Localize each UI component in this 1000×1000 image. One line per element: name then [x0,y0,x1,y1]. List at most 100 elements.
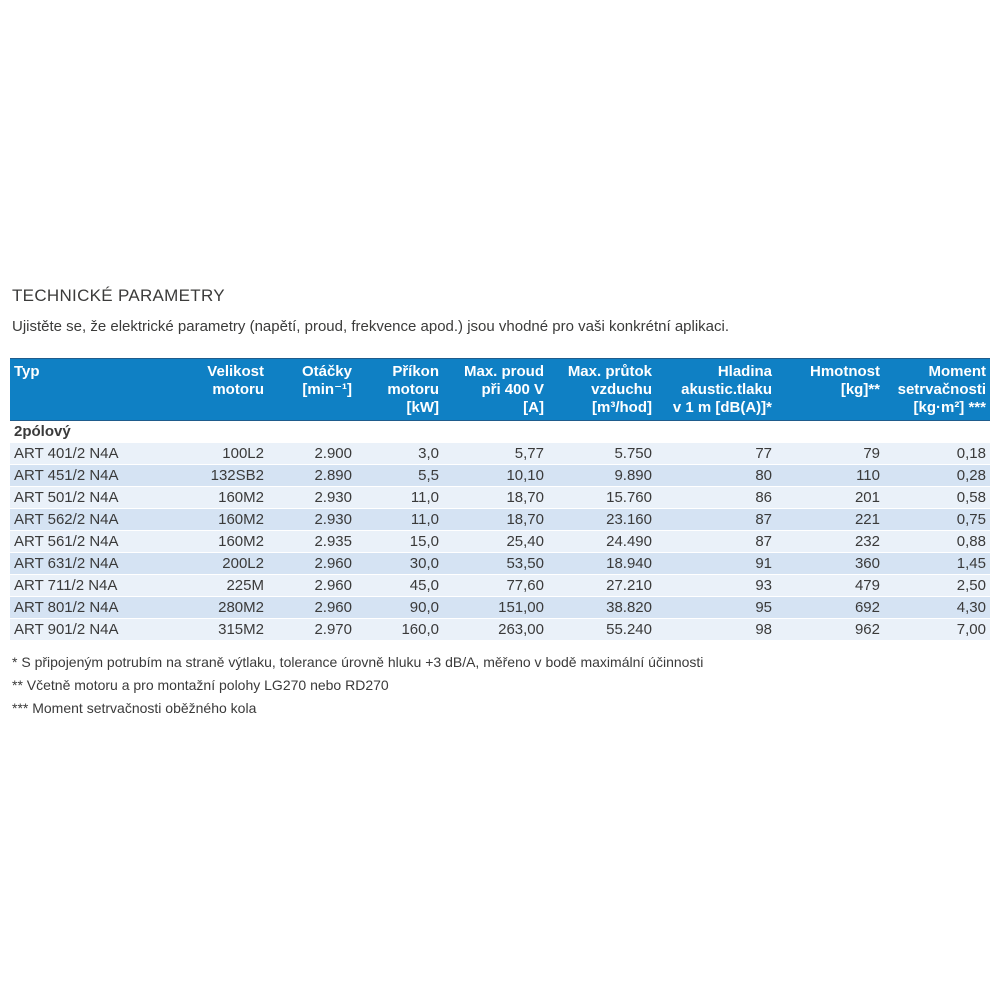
footnotes: * S připojeným potrubím na straně výtlak… [12,651,1000,720]
value-cell: 2,50 [884,574,990,597]
value-cell: 91 [656,552,776,575]
value-cell: 2.935 [268,530,356,553]
value-cell: 232 [776,530,884,553]
value-cell: 0,58 [884,486,990,509]
content: TECHNICKÉ PARAMETRY Ujistěte se, že elek… [10,286,1000,720]
footnote: *** Moment setrvačnosti oběžného kola [12,700,257,716]
value-cell: 2.960 [268,552,356,575]
type-cell: ART 451/2 N4A [10,464,160,487]
column-header-moment-setrvacnosti: Moment setrvačnosti [kg·m²] *** [884,358,990,421]
column-header-max-proud: Max. proud při 400 V [A] [443,358,548,421]
type-cell: ART 561/2 N4A [10,530,160,553]
column-header-line: [m³/hod] [592,399,652,416]
value-cell: 18.940 [548,552,656,575]
value-cell: 962 [776,618,884,640]
column-header-line: Velikost [207,363,264,380]
value-cell: 86 [656,486,776,509]
value-cell: 201 [776,486,884,509]
value-cell: 100L2 [160,442,268,465]
footnote: ** Včetně motoru a pro montažní polohy L… [12,677,389,693]
table-body: 2pólový ART 401/2 N4A 100L2 2.900 3,0 5,77 5.7… [10,420,990,640]
type-cell: ART 501/2 N4A [10,486,160,509]
column-header-typ: Typ [10,358,160,421]
value-cell: 25,40 [443,530,548,553]
value-cell: 87 [656,530,776,553]
value-cell: 15.760 [548,486,656,509]
table-row: ART 451/2 N4A 132SB2 2.890 5,5 10,10 9.890 80 1… [10,464,990,487]
column-header-line: Hmotnost [810,363,880,380]
column-header-line: Příkon [392,363,439,380]
column-header-line: Max. průtok [567,363,652,380]
column-header-velikost-motoru: Velikost motoru [160,358,268,421]
value-cell: 18,70 [443,508,548,531]
column-header-line: motoru [387,381,439,398]
value-cell: 7,00 [884,618,990,640]
value-cell: 151,00 [443,596,548,619]
value-cell: 30,0 [356,552,443,575]
value-cell: 9.890 [548,464,656,487]
value-cell: 315M2 [160,618,268,640]
type-cell: ART 801/2 N4A [10,596,160,619]
table-header-row: Typ Velikost motoru Otáčky [min⁻¹] Příkon moto… [10,358,990,421]
value-cell: 263,00 [443,618,548,640]
value-cell: 2.960 [268,574,356,597]
value-cell: 77,60 [443,574,548,597]
value-cell: 95 [656,596,776,619]
value-cell: 692 [776,596,884,619]
column-header-line: [kg]** [840,381,880,398]
page-title: TECHNICKÉ PARAMETRY [12,286,225,305]
column-header-line: [kg·m²] *** [913,399,986,416]
value-cell: 87 [656,508,776,531]
value-cell: 5.750 [548,442,656,465]
table-row: ART 561/2 N4A 160M2 2.935 15,0 25,40 24.490 87… [10,530,990,553]
value-cell: 0,28 [884,464,990,487]
column-header-prikon-motoru: Příkon motoru [kW] [356,358,443,421]
value-cell: 2.900 [268,442,356,465]
table-row: ART 562/2 N4A 160M2 2.930 11,0 18,70 23.160 87… [10,508,990,531]
table-row: ART 801/2 N4A 280M2 2.960 90,0 151,00 38.820 9… [10,596,990,619]
type-cell: ART 401/2 N4A [10,442,160,465]
table-row: ART 501/2 N4A 160M2 2.930 11,0 18,70 15.760 86… [10,486,990,509]
value-cell: 2.930 [268,486,356,509]
value-cell: 79 [776,442,884,465]
column-header-line: [min⁻¹] [302,381,352,398]
column-header-line: Otáčky [301,363,352,380]
column-header-line: Typ [14,363,40,380]
column-header-line: motoru [212,381,264,398]
table-row: ART 631/2 N4A 200L2 2.960 30,0 53,50 18.940 91… [10,552,990,575]
value-cell: 90,0 [356,596,443,619]
table-row: ART 901/2 N4A 315M2 2.970 160,0 263,00 55.240… [10,618,990,640]
value-cell: 11,0 [356,486,443,509]
value-cell: 27.210 [548,574,656,597]
type-cell: ART 562/2 N4A [10,508,160,531]
value-cell: 479 [776,574,884,597]
column-header-line: setrvačnosti [897,381,986,398]
value-cell: 110 [776,464,884,487]
column-header-hladina-akustickeho-tlaku: Hladina akustic.tlaku v 1 m [dB(A)]* [656,358,776,421]
value-cell: 1,45 [884,552,990,575]
column-header-line: akustic.tlaku [681,381,772,398]
value-cell: 2.890 [268,464,356,487]
value-cell: 93 [656,574,776,597]
section-row: 2pólový [10,420,990,443]
value-cell: 38.820 [548,596,656,619]
column-header-line: vzduchu [591,381,652,398]
value-cell: 23.160 [548,508,656,531]
value-cell: 11,0 [356,508,443,531]
table-row: ART 401/2 N4A 100L2 2.900 3,0 5,77 5.750 77 79 0… [10,442,990,465]
column-header-line: Max. proud [463,363,544,380]
value-cell: 0,18 [884,442,990,465]
value-cell: 0,88 [884,530,990,553]
value-cell: 45,0 [356,574,443,597]
column-header-line: v 1 m [dB(A)]* [672,399,772,416]
value-cell: 160M2 [160,530,268,553]
value-cell: 15,0 [356,530,443,553]
value-cell: 98 [656,618,776,640]
value-cell: 360 [776,552,884,575]
column-header-line: Moment [928,363,987,380]
value-cell: 80 [656,464,776,487]
table-header: Typ Velikost motoru Otáčky [min⁻¹] Příkon moto… [10,358,990,421]
column-header-line: [kW] [406,399,440,416]
value-cell: 55.240 [548,618,656,640]
